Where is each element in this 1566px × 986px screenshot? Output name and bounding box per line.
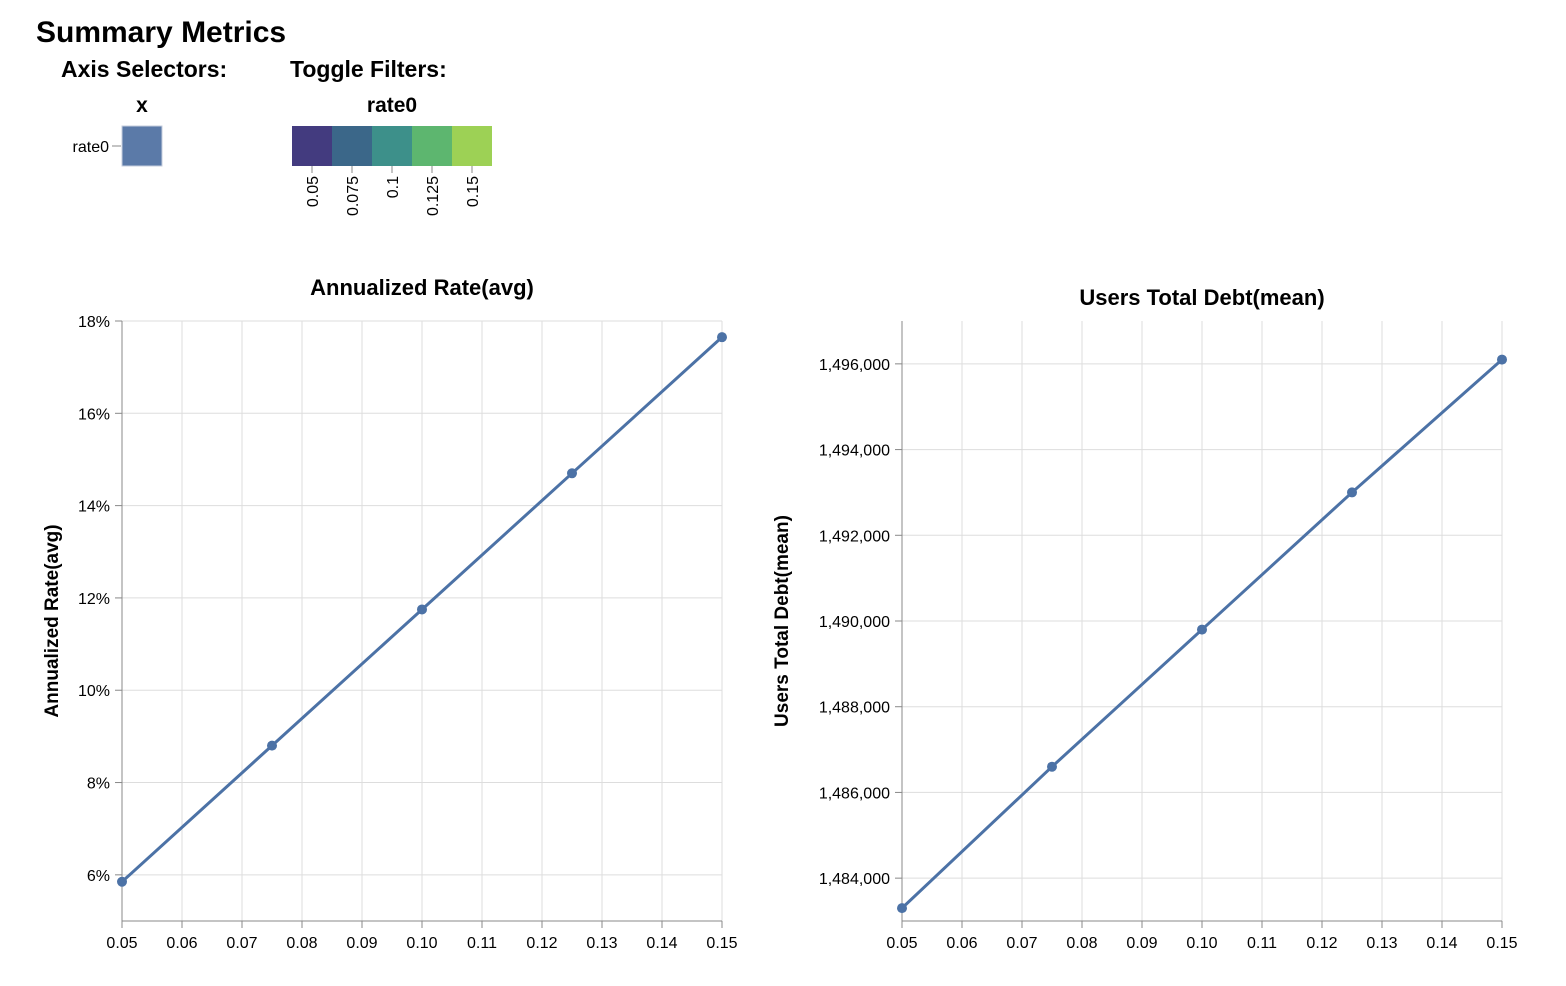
y-tick-label: 1,490,000 <box>819 614 890 631</box>
toggle-filter-column-label: rate0 <box>367 94 417 117</box>
toggle-filter-tick-label: 0.15 <box>465 176 482 207</box>
x-tick-label: 0.05 <box>106 935 137 952</box>
toggle-filters-header: Toggle Filters: <box>290 56 447 82</box>
y-tick-label: 12% <box>78 591 110 608</box>
x-tick-label: 0.08 <box>1066 935 1097 952</box>
page-title: Summary Metrics <box>36 16 286 49</box>
data-point[interactable] <box>417 604 427 615</box>
x-tick-label: 0.12 <box>526 935 557 952</box>
y-axis-title: Users Total Debt(mean) <box>772 515 793 727</box>
y-tick-label: 1,488,000 <box>819 700 890 717</box>
x-tick-label: 0.08 <box>286 935 317 952</box>
x-tick-label: 0.09 <box>346 935 377 952</box>
x-tick-label: 0.10 <box>406 935 437 952</box>
y-tick-label: 18% <box>78 314 110 331</box>
y-axis-title: Annualized Rate(avg) <box>42 524 63 717</box>
toggle-filter-cell[interactable] <box>372 126 412 166</box>
y-tick-label: 1,496,000 <box>819 357 890 374</box>
toggle-filters: Toggle Filters: rate0 0.05 0.075 0.1 0.125 0… <box>290 56 492 216</box>
data-point[interactable] <box>897 903 907 914</box>
data-point[interactable] <box>1347 487 1357 498</box>
x-tick-label: 0.11 <box>467 935 497 952</box>
y-tick-label: 6% <box>87 868 110 885</box>
x-tick-label: 0.11 <box>1247 935 1277 952</box>
x-tick-label: 0.06 <box>946 935 977 952</box>
data-point[interactable] <box>1497 354 1507 365</box>
data-point[interactable] <box>117 876 127 887</box>
axis-selector-row-label: rate0 <box>73 139 110 156</box>
toggle-filter-tick-label: 0.05 <box>305 176 322 207</box>
y-tick-label: 14% <box>78 499 110 516</box>
x-tick-label: 0.13 <box>1366 935 1397 952</box>
gridlines <box>901 321 1503 921</box>
toggle-filter-tick-label: 0.075 <box>345 176 362 216</box>
toggle-filter-tick-label: 0.125 <box>425 176 442 216</box>
axis-selector-cell-rate0[interactable] <box>121 125 163 167</box>
x-tick-label: 0.14 <box>1426 935 1457 952</box>
x-tick-label: 0.15 <box>706 935 737 952</box>
x-tick-label: 0.07 <box>226 935 257 952</box>
y-tick-label: 1,492,000 <box>819 528 890 545</box>
y-tick-label: 1,484,000 <box>819 871 890 888</box>
x-tick-label: 0.14 <box>646 935 677 952</box>
x-tick-label: 0.12 <box>1306 935 1337 952</box>
toggle-filter-cell[interactable] <box>452 126 492 166</box>
chart-title: Annualized Rate(avg) <box>310 275 534 300</box>
gridlines <box>121 320 723 921</box>
axis-selectors-header: Axis Selectors: <box>61 56 227 82</box>
y-tick-label: 10% <box>78 683 110 700</box>
axis-selector-column-label: x <box>136 94 148 117</box>
y-tick-label: 1,494,000 <box>819 443 890 460</box>
y-tick-label: 8% <box>87 776 110 793</box>
toggle-filter-cell[interactable] <box>292 126 332 166</box>
chart-annualized-rate: Annualized Rate(avg) 0.05 0.06 0.07 0.08 0.09… <box>42 275 738 952</box>
data-point[interactable] <box>1047 761 1057 772</box>
chart-title: Users Total Debt(mean) <box>1079 285 1324 310</box>
chart-users-total-debt: Users Total Debt(mean) 0.05 0.06 0.07 0.08 0.… <box>772 285 1518 952</box>
y-tick-label: 16% <box>78 406 110 423</box>
data-point[interactable] <box>1197 624 1207 635</box>
x-tick-label: 0.05 <box>886 935 917 952</box>
toggle-filter-cell[interactable] <box>332 126 372 166</box>
y-tick-label: 1,486,000 <box>819 785 890 802</box>
data-point[interactable] <box>567 468 577 479</box>
data-point[interactable] <box>717 332 727 343</box>
toggle-filter-tick-label: 0.1 <box>385 176 402 198</box>
x-tick-label: 0.06 <box>166 935 197 952</box>
data-point[interactable] <box>267 740 277 751</box>
toggle-filter-cell[interactable] <box>412 126 452 166</box>
x-tick-label: 0.10 <box>1186 935 1217 952</box>
x-tick-label: 0.15 <box>1486 935 1517 952</box>
x-tick-label: 0.09 <box>1126 935 1157 952</box>
x-tick-label: 0.13 <box>586 935 617 952</box>
axis-selectors: Axis Selectors: x rate0 <box>61 56 227 167</box>
x-tick-label: 0.07 <box>1006 935 1037 952</box>
